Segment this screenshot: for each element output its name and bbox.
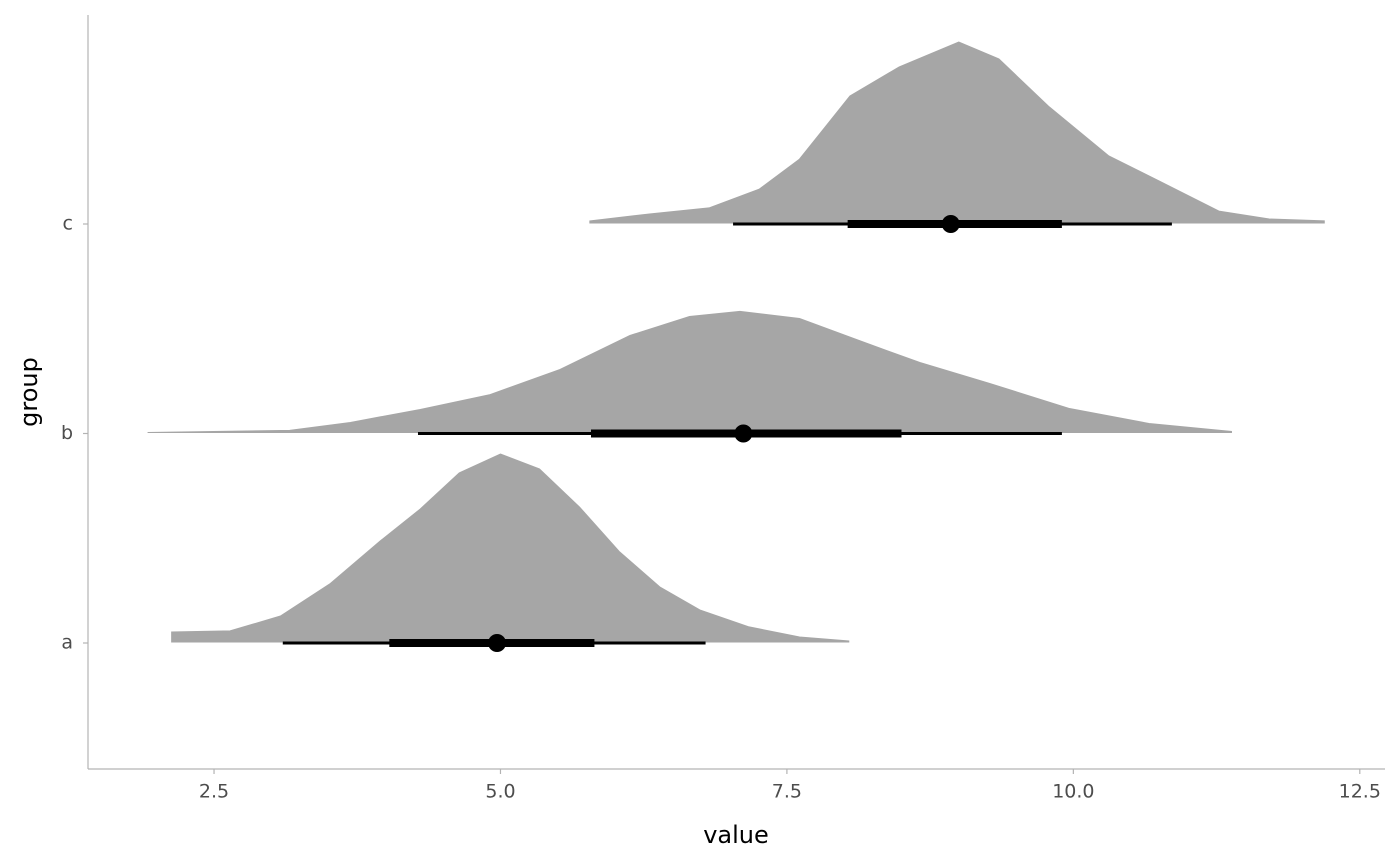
x-tick-label: 12.5 bbox=[1339, 781, 1381, 803]
x-tick-label: 2.5 bbox=[199, 781, 229, 803]
point bbox=[488, 634, 507, 652]
density bbox=[589, 41, 1325, 224]
x-axis-title: value bbox=[703, 821, 769, 849]
point bbox=[734, 424, 753, 443]
density bbox=[171, 453, 850, 643]
density bbox=[147, 310, 1232, 433]
x-tick-label: 7.5 bbox=[772, 781, 802, 803]
y-tick-label: b bbox=[61, 422, 73, 444]
y-tick-label: a bbox=[61, 632, 73, 654]
y-tick-label: c bbox=[63, 213, 73, 235]
x-tick-label: 5.0 bbox=[485, 781, 515, 803]
x-tick-label: 10.0 bbox=[1052, 781, 1094, 803]
y-axis-title: group bbox=[15, 357, 43, 427]
point bbox=[941, 215, 960, 233]
